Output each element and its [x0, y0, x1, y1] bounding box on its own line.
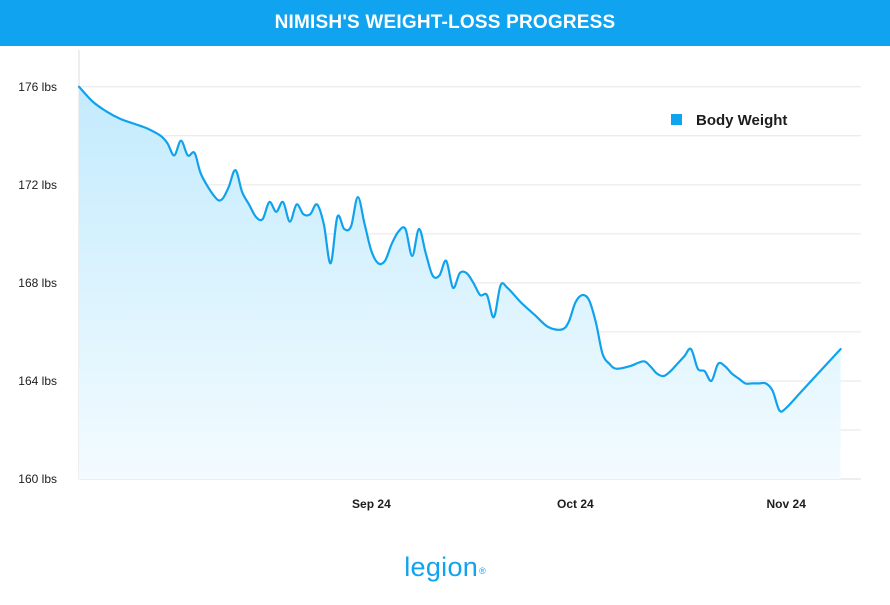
legend: Body Weight	[671, 112, 787, 129]
logo-registered-mark: ®	[479, 566, 486, 576]
y-tick-label: 176 lbs	[18, 80, 57, 94]
legion-logo: legion®	[0, 552, 890, 583]
chart-title: NIMISH'S WEIGHT-LOSS PROGRESS	[274, 12, 616, 33]
x-tick-label: Nov 24	[767, 497, 807, 511]
body-weight-line	[77, 85, 842, 413]
body-weight-area	[79, 86, 841, 480]
y-tick-label: 160 lbs	[18, 472, 57, 486]
legend-swatch-body-weight	[671, 114, 682, 125]
y-tick-labels: 160 lbs 164 lbs 168 lbs 172 lbs 176 lbs	[18, 80, 57, 486]
y-tick-label: 164 lbs	[18, 374, 57, 388]
x-tick-label: Oct 24	[557, 497, 594, 511]
chart-title-banner: NIMISH'S WEIGHT-LOSS PROGRESS	[0, 0, 890, 46]
logo-text: legion	[404, 552, 479, 582]
y-tick-label: 172 lbs	[18, 178, 57, 192]
legend-label-body-weight: Body Weight	[696, 112, 787, 129]
x-tick-labels: Sep 24 Oct 24 Nov 24	[352, 497, 806, 511]
y-tick-label: 168 lbs	[18, 276, 57, 290]
x-tick-label: Sep 24	[352, 497, 391, 511]
